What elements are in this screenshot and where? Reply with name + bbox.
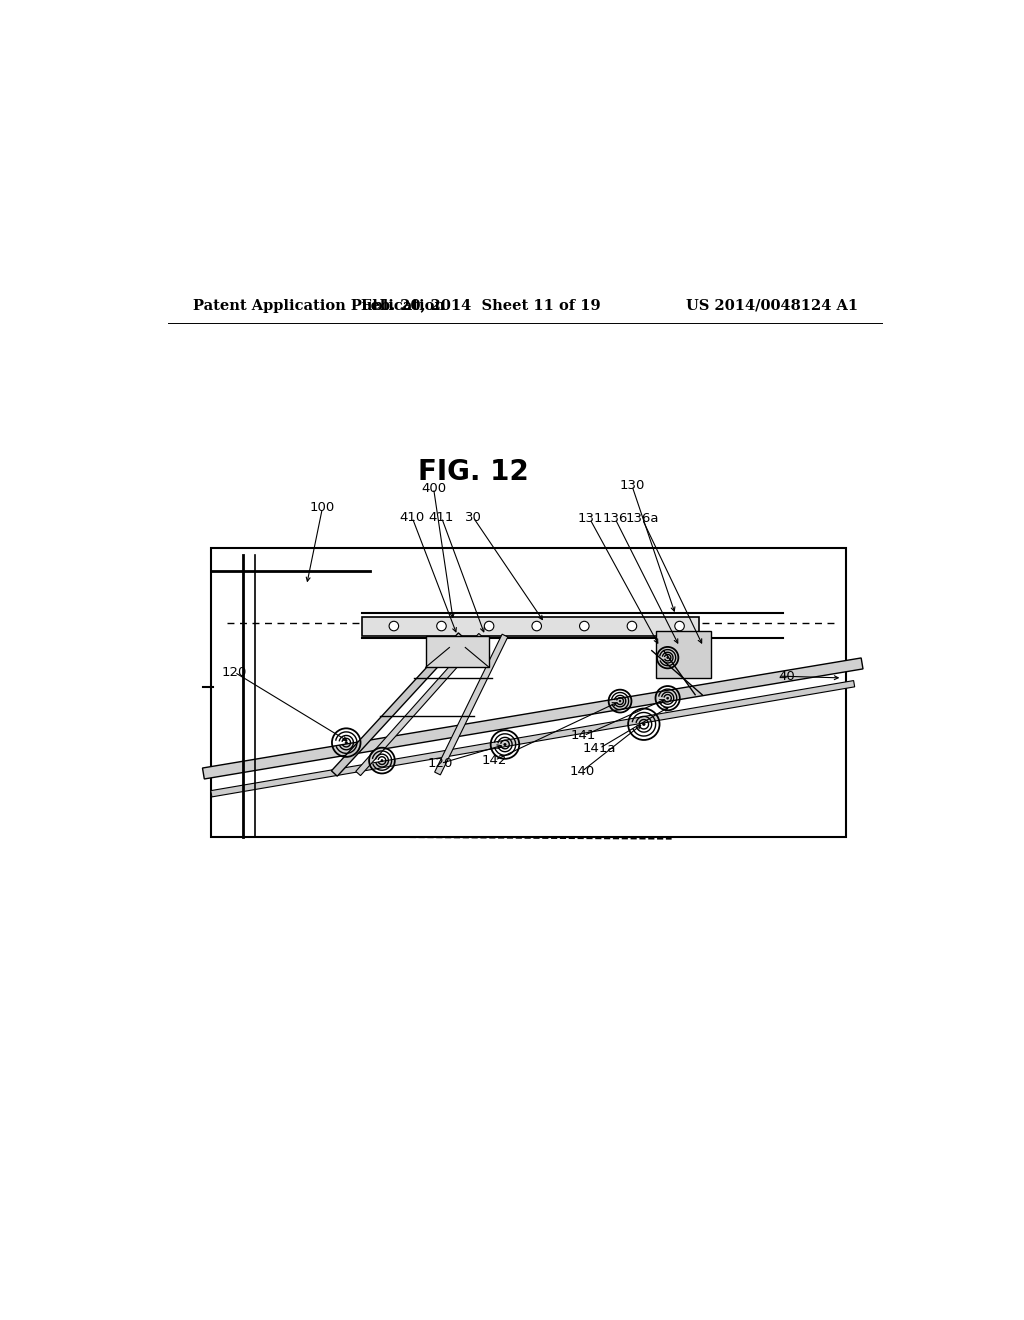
Circle shape [580,622,589,631]
Circle shape [504,743,506,746]
Circle shape [643,723,645,726]
Circle shape [667,657,669,659]
FancyBboxPatch shape [426,635,489,668]
Text: 400: 400 [421,482,446,495]
Circle shape [436,622,446,631]
Text: 100: 100 [310,502,335,515]
Polygon shape [211,681,855,797]
Polygon shape [332,632,464,776]
Text: 140: 140 [569,764,595,777]
Text: 141: 141 [570,729,596,742]
Text: 120: 120 [428,756,454,770]
Text: 411: 411 [429,511,455,524]
Circle shape [620,700,621,702]
Text: 141a: 141a [583,742,616,755]
Text: 130: 130 [620,479,645,492]
Bar [362,616,698,635]
Polygon shape [355,634,483,776]
FancyBboxPatch shape [655,631,712,678]
Text: 410: 410 [399,511,425,524]
Polygon shape [434,634,508,775]
Circle shape [675,622,684,631]
Polygon shape [203,657,863,779]
Text: US 2014/0048124 A1: US 2014/0048124 A1 [686,298,858,313]
Text: 142: 142 [482,754,507,767]
Text: 40: 40 [778,669,796,682]
Bar [211,548,846,837]
Circle shape [389,622,398,631]
Text: 120: 120 [221,665,247,678]
Circle shape [667,697,669,700]
Circle shape [627,622,637,631]
Circle shape [345,742,347,743]
Text: 136a: 136a [626,512,659,525]
Text: Feb. 20, 2014  Sheet 11 of 19: Feb. 20, 2014 Sheet 11 of 19 [361,298,601,313]
Circle shape [381,759,383,762]
Text: FIG. 12: FIG. 12 [418,458,528,486]
Text: Patent Application Publication: Patent Application Publication [194,298,445,313]
Text: 136: 136 [602,512,628,525]
Text: 30: 30 [465,511,481,524]
Circle shape [531,622,542,631]
Circle shape [484,622,494,631]
Text: 131: 131 [578,512,603,525]
